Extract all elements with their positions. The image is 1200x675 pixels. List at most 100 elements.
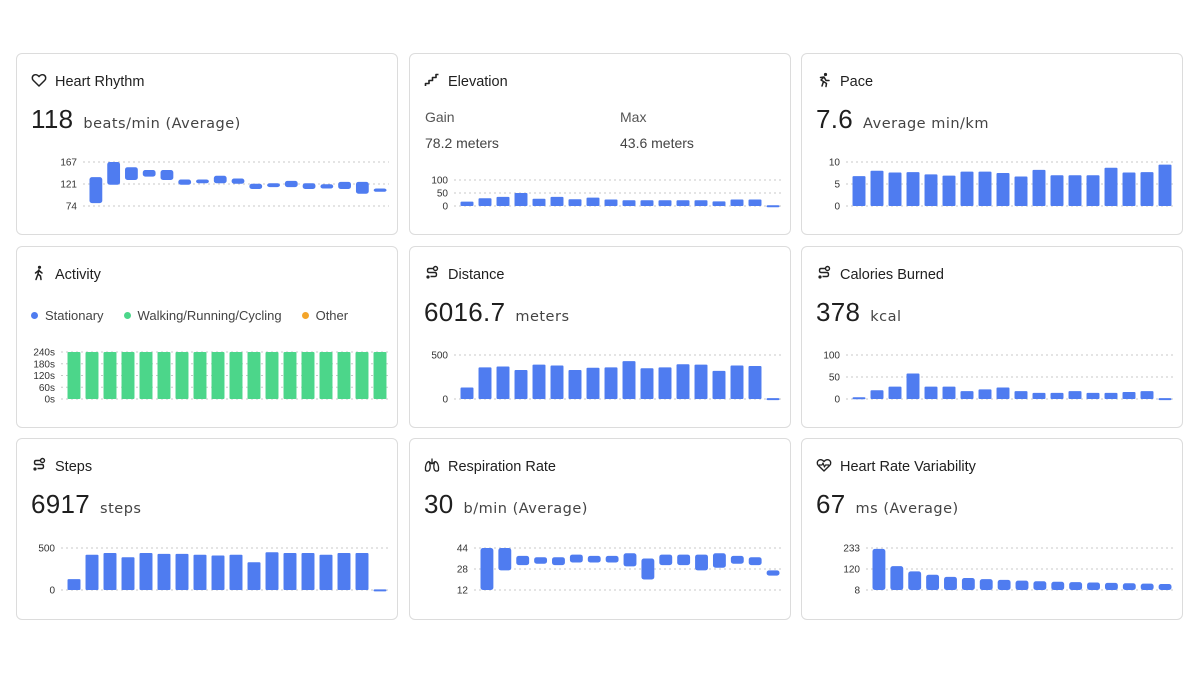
y-tick-label: 50 xyxy=(829,373,841,384)
legend-item-stationary[interactable]: Stationary xyxy=(31,308,104,323)
chart-bar xyxy=(658,200,672,206)
y-tick-label: 0 xyxy=(834,395,840,406)
chart-bar xyxy=(480,548,494,590)
distance-card[interactable]: Distance 6016.7 meters 500 0 xyxy=(409,246,791,428)
heart-rhythm-card[interactable]: Heart Rhythm 118 beats/min (Average) 167… xyxy=(16,53,398,235)
chart-bar xyxy=(640,200,654,206)
chart-bar xyxy=(211,555,225,590)
chart-bar xyxy=(355,352,369,399)
steps-card[interactable]: Steps 6917 steps 500 0 xyxy=(16,438,398,620)
chart-bar xyxy=(160,170,174,180)
chart-bar xyxy=(302,183,316,189)
calories-title: Calories Burned xyxy=(816,265,944,285)
chart-bar xyxy=(125,167,138,180)
hrv-card[interactable]: Heart Rate Variability 67 ms (Average) 2… xyxy=(801,438,1183,620)
card-title-text: Activity xyxy=(55,267,101,283)
y-tick-label: 500 xyxy=(38,544,55,555)
distance-chart: 500 0 xyxy=(431,351,782,406)
chart-bar xyxy=(942,175,956,206)
chart-bar xyxy=(265,352,279,399)
chart-bar xyxy=(766,205,780,208)
chart-bar xyxy=(1050,392,1064,399)
chart-bar xyxy=(888,172,902,206)
y-tick-label: 240s xyxy=(33,348,55,359)
gain-label: Gain xyxy=(425,109,455,125)
chart-bar xyxy=(265,552,279,590)
heart-rhythm-chart: 167 121 74 xyxy=(60,158,389,213)
chart-bar xyxy=(283,553,297,590)
heartbeat-icon xyxy=(816,457,832,477)
chart-bar xyxy=(213,175,227,184)
card-title-text: Distance xyxy=(448,267,505,283)
chart-bar xyxy=(924,386,938,399)
elevation-card[interactable]: Elevation Gain 78.2 meters Max 43.6 mete… xyxy=(409,53,791,235)
chart-bar xyxy=(926,574,940,590)
metric-unit: meters xyxy=(515,309,570,325)
hrv-title: Heart Rate Variability xyxy=(816,457,976,477)
chart-bar xyxy=(229,554,243,590)
y-tick-label: 180s xyxy=(33,359,55,370)
chart-bar xyxy=(1158,164,1172,206)
metric-value: 7.6 xyxy=(816,104,854,134)
heart-icon xyxy=(31,72,47,92)
y-tick-label: 0 xyxy=(442,202,448,213)
chart-bar xyxy=(532,364,546,399)
chart-bar xyxy=(552,557,565,566)
steps-chart: 500 0 xyxy=(38,544,389,597)
chart-bar xyxy=(211,352,225,399)
pace-chart: 10 5 0 xyxy=(829,158,1174,213)
respiration-card[interactable]: Respiration Rate 30 b/min (Average) 44 28… xyxy=(409,438,791,620)
metric-value: 6917 xyxy=(31,489,91,519)
y-tick-label: 44 xyxy=(457,544,469,555)
calories-card[interactable]: Calories Burned 378 kcal 100 50 0 xyxy=(801,246,1183,428)
chart-bar xyxy=(1122,391,1136,399)
chart-bar xyxy=(157,553,171,590)
legend-dot xyxy=(301,312,309,319)
chart-bar xyxy=(1050,175,1064,206)
chart-bar xyxy=(604,367,618,399)
chart-bar xyxy=(640,368,654,399)
chart-bar xyxy=(85,352,99,399)
chart-bar xyxy=(872,548,886,590)
chart-bar xyxy=(622,361,636,399)
activity-card[interactable]: Activity Stationary Walking/Running/Cycl… xyxy=(16,246,398,428)
chart-bar xyxy=(1015,580,1029,590)
chart-bar xyxy=(997,579,1011,590)
respiration-metric: 30 b/min (Average) xyxy=(424,489,588,520)
chart-bar xyxy=(852,176,866,206)
elevation-title: Elevation xyxy=(424,72,508,92)
legend-item-walking[interactable]: Walking/Running/Cycling xyxy=(123,308,282,323)
chart-bar xyxy=(355,553,369,590)
chart-bar xyxy=(890,566,904,590)
y-tick-label: 60s xyxy=(39,383,55,394)
chart-bar xyxy=(906,172,920,206)
chart-bar xyxy=(193,352,207,399)
chart-bar xyxy=(748,199,762,206)
chart-bar xyxy=(1032,169,1046,206)
chart-bar xyxy=(67,352,81,399)
chart-bar xyxy=(478,367,492,399)
chart-bar xyxy=(960,391,974,399)
chart-bar xyxy=(748,366,762,399)
pace-card[interactable]: Pace 7.6 Average min/km 10 5 0 xyxy=(801,53,1183,235)
legend-item-other[interactable]: Other xyxy=(301,308,349,323)
chart-bar xyxy=(373,188,387,192)
legend-label: Other xyxy=(315,308,349,323)
chart-bar xyxy=(247,562,261,590)
chart-bar xyxy=(89,177,103,204)
chart-bar xyxy=(641,558,655,580)
route-icon xyxy=(816,265,832,285)
chart-bar xyxy=(694,364,708,399)
pace-title: Pace xyxy=(816,72,873,92)
chart-bar xyxy=(605,555,619,563)
chart-bar xyxy=(1158,584,1172,590)
lungs-icon xyxy=(424,457,440,477)
chart-bar xyxy=(1104,582,1118,590)
chart-bar xyxy=(1140,583,1154,590)
respiration-title: Respiration Rate xyxy=(424,457,556,477)
chart-bar xyxy=(568,199,582,206)
legend-dot xyxy=(123,312,131,319)
chart-bar xyxy=(1140,391,1154,399)
steps-title: Steps xyxy=(31,457,92,477)
chart-bar xyxy=(587,555,601,563)
